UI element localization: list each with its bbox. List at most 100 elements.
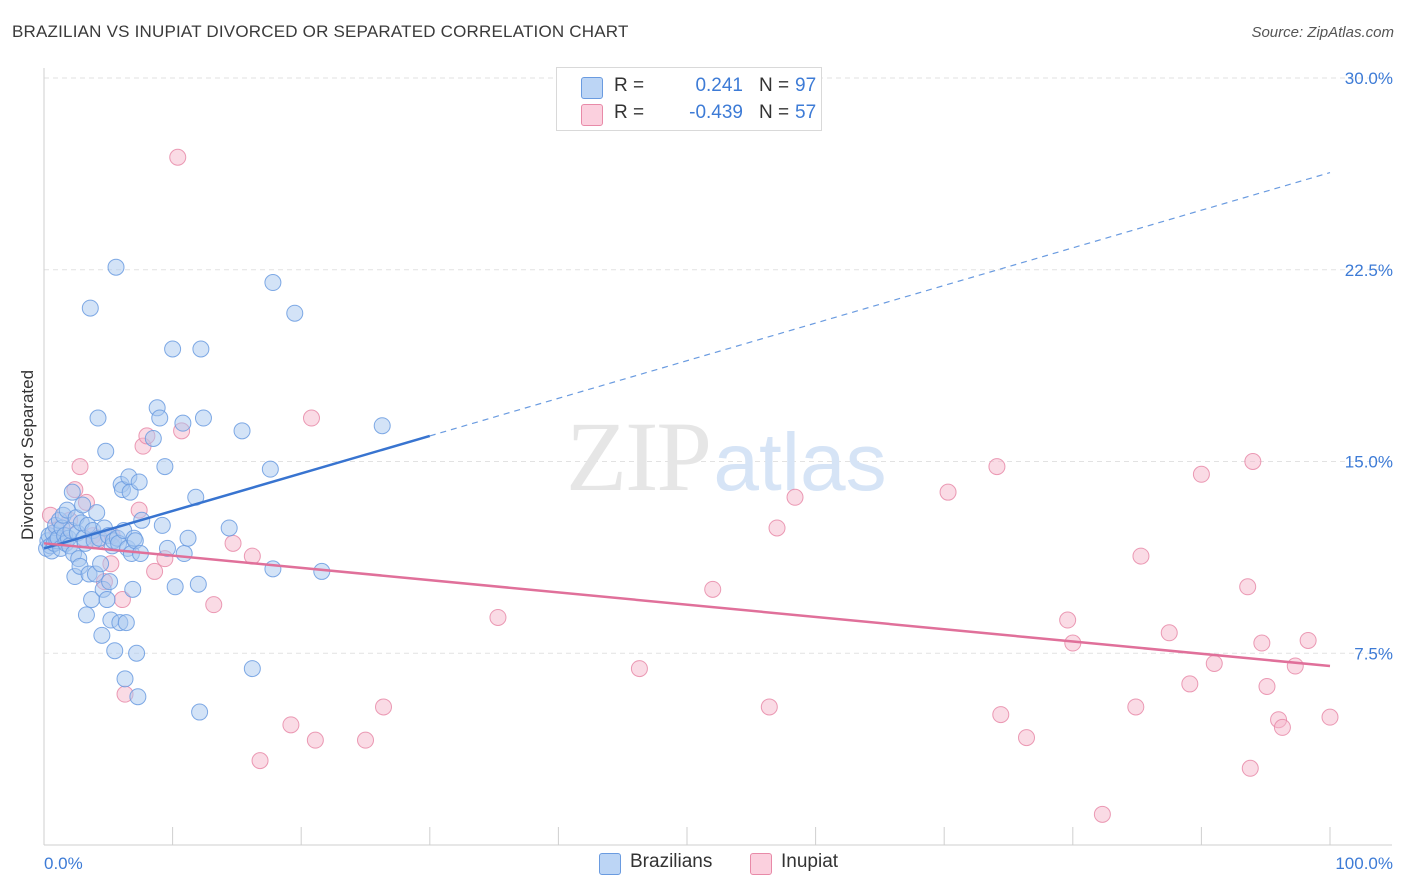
- data-point: [489, 608, 507, 626]
- data-point: [194, 409, 212, 427]
- watermark: ZIP atlas: [566, 401, 887, 512]
- data-point: [939, 483, 957, 501]
- source-label: Source: ZipAtlas.com: [1251, 24, 1394, 41]
- stats-legend: R = 0.241 N = 97 R = -0.439 N = 57: [556, 67, 822, 131]
- legend-swatch-inupiat: [581, 104, 603, 126]
- data-point: [89, 409, 107, 427]
- data-point: [153, 516, 171, 534]
- data-point: [224, 534, 242, 552]
- data-point: [174, 414, 192, 432]
- data-point: [1241, 759, 1259, 777]
- data-point: [375, 698, 393, 716]
- axes: [43, 68, 1392, 846]
- data-point: [106, 642, 124, 660]
- data-point: [373, 417, 391, 435]
- data-point: [107, 258, 125, 276]
- data-point: [1018, 729, 1036, 747]
- data-point: [261, 460, 279, 478]
- data-point: [1127, 698, 1145, 716]
- data-point: [144, 429, 162, 447]
- data-point: [264, 274, 282, 292]
- data-point: [286, 304, 304, 322]
- data-point: [93, 626, 111, 644]
- data-point: [158, 539, 176, 557]
- data-point: [1205, 654, 1223, 672]
- data-point: [768, 519, 786, 537]
- legend-label-inupiat: Inupiat: [781, 851, 839, 872]
- data-point: [1299, 631, 1317, 649]
- data-point: [74, 496, 92, 514]
- data-point: [704, 580, 722, 598]
- data-point: [63, 483, 81, 501]
- brazilians-points: [38, 258, 391, 721]
- legend-swatch-brazilians: [599, 853, 621, 875]
- legend-n-label: N =: [759, 102, 790, 123]
- legend-n-label: N =: [759, 75, 790, 96]
- data-point: [189, 575, 207, 593]
- data-point: [992, 706, 1010, 724]
- data-point: [179, 529, 197, 547]
- data-point: [1253, 634, 1271, 652]
- data-point: [97, 442, 115, 460]
- legend-n-value: 97: [795, 75, 817, 96]
- data-point: [1321, 708, 1339, 726]
- grid-lines: [44, 77, 1392, 654]
- data-point: [1244, 453, 1262, 470]
- data-point: [130, 473, 148, 491]
- data-point: [166, 578, 184, 596]
- data-point: [282, 716, 300, 734]
- x-tick-label: 0.0%: [44, 854, 83, 873]
- inupiat-trend-line: [43, 542, 1331, 668]
- data-point: [1258, 677, 1276, 695]
- legend-r-label: R =: [614, 102, 645, 123]
- data-point: [357, 731, 374, 749]
- tick-labels: 7.5% 15.0% 22.5% 30.0% 0.0% 100.0%: [44, 69, 1393, 873]
- data-point: [81, 299, 99, 317]
- data-point: [116, 670, 134, 688]
- data-point: [88, 504, 106, 522]
- legend-swatch-inupiat: [750, 853, 772, 875]
- y-axis-label: Divorced or Separated: [18, 370, 37, 540]
- legend-r-label: R =: [614, 75, 645, 96]
- data-point: [1132, 547, 1150, 565]
- data-point: [151, 409, 169, 427]
- data-point: [786, 488, 804, 506]
- data-point: [233, 422, 251, 440]
- data-point: [1239, 578, 1257, 596]
- brazilians-trend-line: [43, 434, 431, 550]
- data-point: [175, 545, 193, 563]
- y-tick-label: 15.0%: [1345, 453, 1393, 472]
- data-point: [1286, 657, 1304, 675]
- data-point: [128, 644, 146, 662]
- data-point: [1273, 718, 1291, 736]
- data-point: [220, 519, 238, 537]
- data-point: [1192, 465, 1210, 483]
- x-tick-label: 100.0%: [1335, 854, 1393, 873]
- data-point: [117, 614, 135, 632]
- data-point: [1059, 611, 1077, 629]
- chart-title: BRAZILIAN VS INUPIAT DIVORCED OR SEPARAT…: [12, 22, 629, 41]
- data-point: [129, 688, 147, 706]
- data-point: [760, 698, 778, 716]
- data-point: [156, 458, 174, 476]
- data-point: [988, 458, 1006, 476]
- data-point: [164, 340, 182, 358]
- y-tick-label: 7.5%: [1354, 644, 1393, 663]
- data-point: [205, 596, 223, 614]
- data-point: [251, 752, 269, 770]
- brazilians-trend-extension: [429, 172, 1331, 437]
- data-point: [101, 573, 119, 591]
- data-point: [264, 560, 282, 578]
- y-tick-label: 30.0%: [1345, 69, 1393, 88]
- data-point: [77, 606, 95, 624]
- data-point: [306, 731, 324, 749]
- data-point: [92, 555, 110, 573]
- data-point: [71, 458, 89, 476]
- data-point: [146, 562, 164, 580]
- data-point: [98, 591, 116, 609]
- legend-label-brazilians: Brazilians: [630, 851, 713, 872]
- data-point: [1181, 675, 1199, 693]
- data-point: [630, 660, 648, 678]
- legend-r-value: -0.439: [689, 102, 743, 123]
